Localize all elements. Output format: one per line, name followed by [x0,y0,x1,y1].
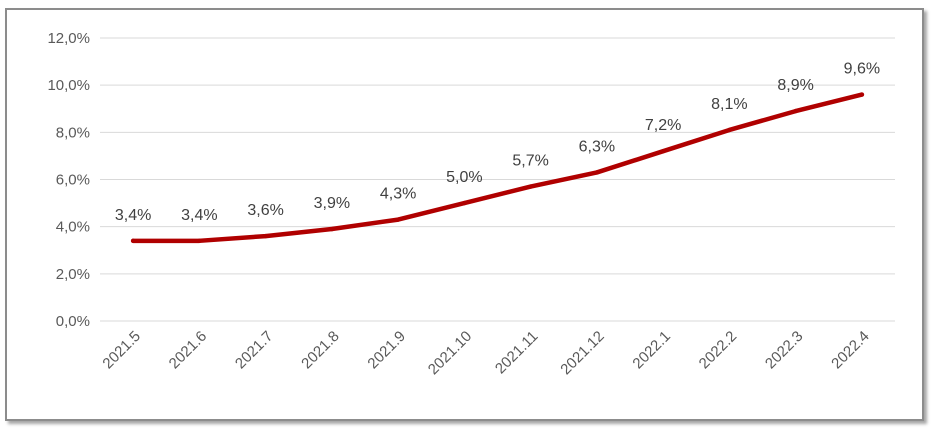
data-point [793,108,798,114]
data-point [660,149,666,154]
x-tick-label: 2021.9 [364,328,408,372]
data-point [528,184,533,189]
x-tick-label: 2021.7 [232,328,276,372]
x-tick-label: 2022.2 [696,328,740,372]
x-tick-label: 2022.3 [762,328,806,372]
chart-frame [5,8,924,421]
y-tick-label: 2,0% [56,266,90,283]
x-tick-label: 2021.8 [298,328,342,372]
y-tick-label: 6,0% [56,172,90,189]
data-point [395,217,401,222]
data-label: 6,3% [579,138,615,155]
series-line [130,92,865,244]
y-tick-label: 12,0% [47,30,90,47]
data-label: 8,9% [777,77,813,94]
data-label: 3,4% [181,207,217,224]
data-label: 7,2% [645,117,681,134]
x-tick-label: 2021.11 [492,328,542,378]
x-tick-label: 2021.10 [425,328,475,378]
data-point [197,238,202,244]
y-tick-label: 8,0% [56,124,90,141]
data-point [130,238,136,244]
data-point [859,92,865,97]
data-point [727,127,732,133]
data-point [329,226,335,232]
x-tick-label: 2022.4 [828,328,872,372]
x-tick-label: 2022.1 [629,328,673,372]
data-label: 3,6% [247,202,283,219]
y-tick-label: 10,0% [47,77,90,94]
data-label: 8,1% [711,96,747,113]
data-label: 3,9% [314,195,350,212]
y-tick-label: 4,0% [56,219,90,236]
x-tick-label: 2021.5 [99,328,143,372]
data-point [462,200,467,206]
data-label: 5,0% [446,169,482,186]
data-label: 9,6% [844,61,880,78]
data-label: 4,3% [380,186,416,203]
data-label: 5,7% [512,153,548,170]
data-label: 3,4% [115,207,151,224]
data-point [263,233,268,239]
y-tick-label: 0,0% [56,313,90,330]
data-point [594,170,600,175]
x-tick-label: 2021.6 [166,328,210,372]
x-tick-label: 2021.12 [557,328,607,378]
